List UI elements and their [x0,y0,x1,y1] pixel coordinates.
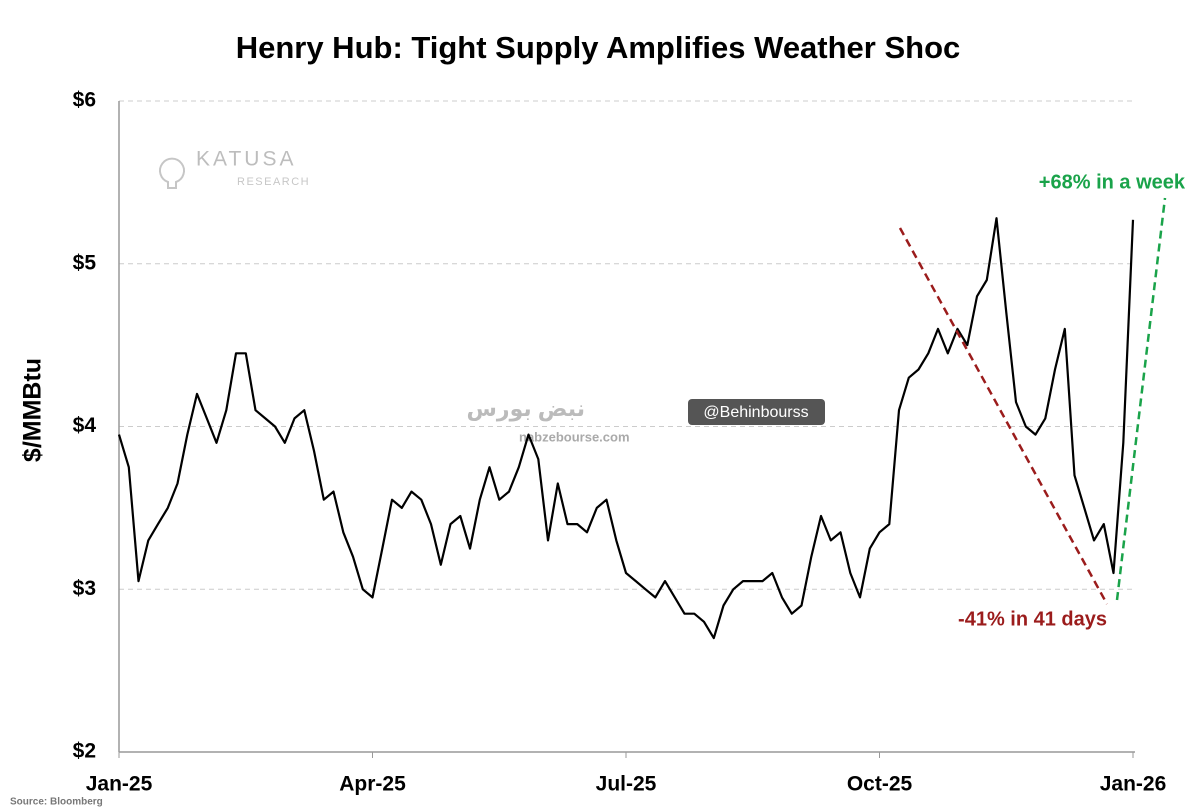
y-tick-label: $6 [73,89,96,112]
watermark: KATUSA [196,148,296,171]
y-tick-label: $5 [73,251,97,274]
watermark: nabzebourse.com [519,429,630,444]
watermark: نبض بورس [467,396,585,422]
x-tick-label: Apr-25 [339,773,406,796]
source: Source: Bloomberg [10,797,103,808]
logo: KATUSA RESEARCH [159,148,310,189]
y-axis-label: $/MMBtu [19,358,47,462]
watermark-badge [688,399,825,425]
x-tick-label: Jan-25 [86,773,153,796]
logo-bulb [159,157,185,189]
x-tick-label: Jul-25 [596,773,657,796]
annotation: +68% in a week [1039,171,1186,193]
y-tick-label: $3 [73,577,96,600]
trend-up [1115,197,1167,601]
chart-title: Henry Hub: Tight Supply Amplifies Weathe… [236,30,961,65]
annotation: -41% in 41 days [958,608,1107,630]
watermark: RESEARCH [237,176,310,188]
x-tick-label: Jan-26 [1100,773,1167,796]
x-tick-label: Oct-25 [847,773,913,796]
y-tick-label: $2 [73,740,96,763]
y-tick-label: $4 [73,414,97,437]
trend-down [898,227,1109,605]
watermark: @Behinbourss [703,404,808,421]
price-line [117,217,1135,640]
